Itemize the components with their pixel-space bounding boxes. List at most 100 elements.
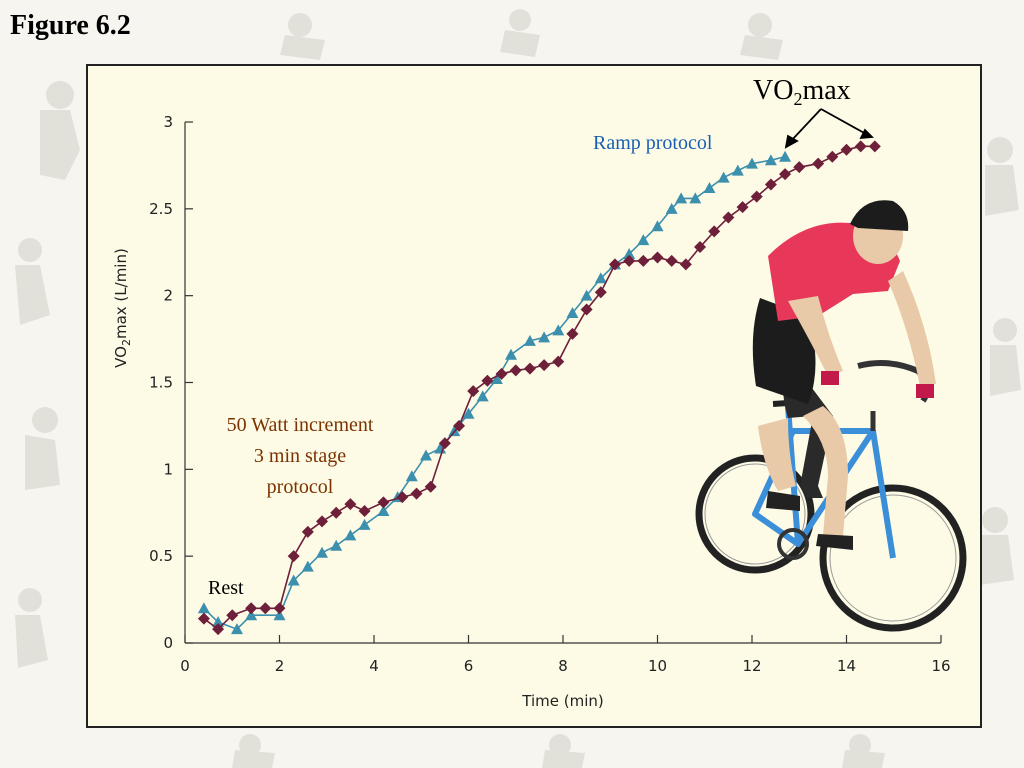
- data-point-stage: [594, 286, 607, 299]
- x-tick-label: 14: [837, 657, 856, 675]
- data-point-ramp: [230, 623, 243, 635]
- data-point-ramp: [330, 539, 343, 551]
- data-point-ramp: [344, 529, 357, 541]
- data-point-stage: [453, 419, 466, 432]
- data-point-stage: [623, 254, 636, 267]
- data-point-ramp: [301, 560, 314, 572]
- data-point-stage: [273, 602, 286, 615]
- data-point-stage: [358, 505, 371, 518]
- rest-label: Rest: [208, 577, 244, 599]
- data-point-ramp: [505, 348, 518, 360]
- data-point-stage: [467, 385, 480, 398]
- data-point-ramp: [675, 192, 688, 204]
- y-tick-label: 2: [163, 287, 173, 305]
- x-tick-label: 4: [369, 657, 379, 675]
- data-point-ramp: [377, 505, 390, 517]
- data-point-stage: [438, 437, 451, 450]
- data-point-ramp: [764, 154, 777, 166]
- data-point-stage: [764, 178, 777, 191]
- data-point-stage: [259, 602, 272, 615]
- x-axis-label: Time (min): [521, 692, 603, 710]
- data-point-ramp: [580, 289, 593, 301]
- data-point-stage: [779, 168, 792, 181]
- data-point-stage: [552, 355, 565, 368]
- data-point-ramp: [490, 373, 503, 385]
- chart-panel: 0 2 4 6 8 10 12 14 16 0 0.5 1 1.5 2 2.5 3 Time (min) VO…: [86, 64, 982, 728]
- data-point-stage: [722, 211, 735, 224]
- data-point-stage: [750, 190, 763, 203]
- data-point-ramp: [197, 602, 210, 614]
- data-point-stage: [538, 359, 551, 372]
- data-point-ramp: [462, 407, 475, 419]
- data-point-stage: [637, 254, 650, 267]
- data-point-ramp: [523, 334, 536, 346]
- data-point-ramp: [316, 546, 329, 558]
- vo2max-label: VO2max: [753, 75, 851, 109]
- data-point-stage: [301, 525, 314, 538]
- data-point-ramp: [779, 150, 792, 162]
- data-point-ramp: [746, 157, 758, 169]
- vo2max-arrows: [784, 108, 874, 149]
- data-point-stage: [651, 251, 664, 264]
- stage-protocol-label-line3: protocol: [267, 476, 334, 498]
- data-point-ramp: [405, 470, 418, 482]
- data-point-stage: [793, 161, 806, 174]
- data-point-stage: [608, 258, 621, 271]
- data-point-ramp: [689, 192, 702, 204]
- x-tick-label: 16: [931, 657, 950, 675]
- x-tick-label: 8: [558, 657, 568, 675]
- data-point-ramp: [651, 220, 664, 232]
- data-point-stage: [316, 515, 329, 528]
- y-tick-label: 0.5: [149, 547, 173, 565]
- y-tick-label: 2.5: [149, 200, 173, 218]
- data-point-stage: [410, 487, 423, 500]
- data-point-ramp: [623, 247, 636, 259]
- data-point-stage: [840, 143, 853, 156]
- figure-title: Figure 6.2: [10, 10, 131, 41]
- data-point-ramp: [665, 202, 678, 214]
- data-point-stage: [245, 602, 258, 615]
- data-point-stage: [509, 364, 522, 377]
- data-point-stage: [854, 140, 867, 153]
- x-tick-label: 0: [180, 657, 190, 675]
- data-point-ramp: [552, 324, 565, 336]
- data-point-stage: [708, 225, 721, 238]
- data-point-stage: [868, 140, 881, 153]
- x-tick-label: 2: [275, 657, 285, 675]
- ramp-protocol-label: Ramp protocol: [593, 132, 713, 154]
- y-tick-label: 1: [163, 460, 173, 478]
- data-point-stage: [566, 327, 579, 340]
- y-tick-label: 3: [163, 113, 173, 131]
- data-point-stage: [580, 303, 593, 316]
- data-point-ramp: [717, 171, 730, 183]
- data-point-stage: [226, 609, 239, 622]
- data-point-stage: [495, 367, 508, 380]
- stage-protocol-label-line1: 50 Watt increment: [227, 414, 374, 436]
- data-point-ramp: [731, 164, 744, 176]
- data-point-ramp: [273, 609, 286, 621]
- data-point-stage: [344, 498, 357, 511]
- data-point-stage: [736, 201, 749, 214]
- cyclist-illustration: [695, 200, 967, 632]
- data-point-ramp: [637, 234, 650, 246]
- x-tick-label: 6: [464, 657, 474, 675]
- data-point-stage: [826, 150, 839, 163]
- x-tick-label: 10: [648, 657, 667, 675]
- data-point-stage: [287, 550, 300, 563]
- data-point-ramp: [358, 518, 371, 530]
- y-tick-label: 0: [163, 634, 173, 652]
- data-point-ramp: [245, 609, 258, 621]
- x-tick-label: 12: [742, 657, 761, 675]
- data-point-stage: [665, 254, 678, 267]
- data-point-stage: [377, 496, 390, 509]
- data-point-ramp: [287, 574, 300, 586]
- data-point-ramp: [703, 181, 716, 193]
- data-point-stage: [694, 241, 707, 254]
- data-point-stage: [396, 491, 409, 504]
- data-point-ramp: [476, 390, 489, 402]
- data-point-stage: [212, 623, 225, 636]
- data-point-stage: [330, 506, 343, 519]
- y-tick-label: 1.5: [149, 374, 173, 392]
- series-line-ramp: [203, 155, 786, 631]
